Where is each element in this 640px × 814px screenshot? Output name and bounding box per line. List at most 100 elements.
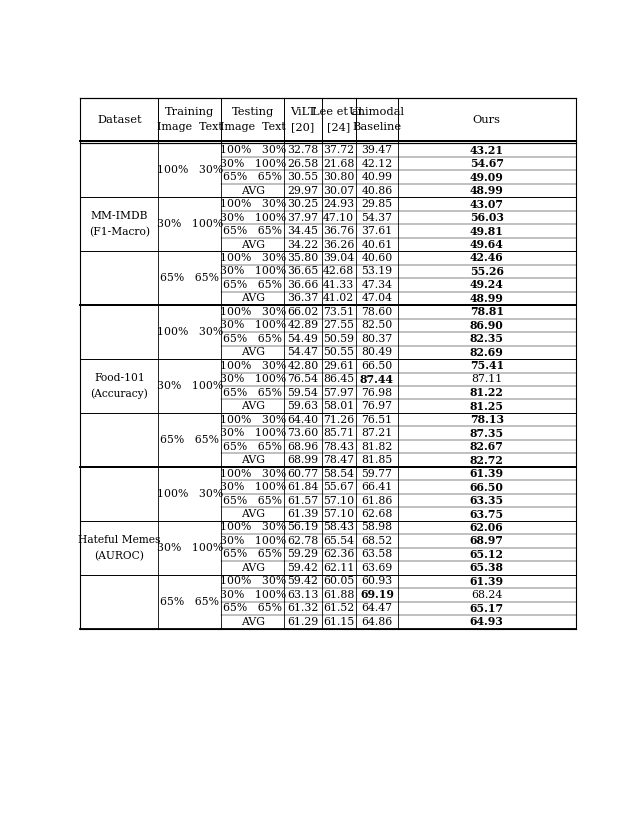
Text: 64.47: 64.47 bbox=[362, 603, 392, 614]
Text: 86.90: 86.90 bbox=[470, 320, 504, 330]
Text: 59.29: 59.29 bbox=[287, 549, 319, 559]
Text: 61.86: 61.86 bbox=[361, 496, 392, 505]
Text: 63.35: 63.35 bbox=[470, 495, 504, 506]
Text: 59.77: 59.77 bbox=[362, 469, 392, 479]
Text: 42.80: 42.80 bbox=[287, 361, 319, 371]
Text: 61.57: 61.57 bbox=[287, 496, 319, 505]
Text: 82.67: 82.67 bbox=[470, 441, 504, 452]
Text: 49.24: 49.24 bbox=[470, 279, 504, 291]
Text: 37.72: 37.72 bbox=[323, 145, 354, 155]
Text: 78.13: 78.13 bbox=[470, 414, 504, 425]
Text: 65.54: 65.54 bbox=[323, 536, 354, 546]
Text: 62.36: 62.36 bbox=[323, 549, 355, 559]
Text: 61.52: 61.52 bbox=[323, 603, 355, 614]
Text: 100%   30%: 100% 30% bbox=[220, 523, 286, 532]
Text: 73.60: 73.60 bbox=[287, 428, 319, 438]
Text: 59.54: 59.54 bbox=[287, 387, 318, 398]
Text: 30%   100%: 30% 100% bbox=[220, 590, 286, 600]
Text: 43.21: 43.21 bbox=[470, 145, 504, 155]
Text: 76.97: 76.97 bbox=[362, 401, 392, 411]
Text: 86.45: 86.45 bbox=[323, 374, 354, 384]
Text: 30%   100%: 30% 100% bbox=[220, 266, 286, 277]
Text: 87.21: 87.21 bbox=[361, 428, 392, 438]
Text: 62.06: 62.06 bbox=[470, 522, 504, 533]
Text: 61.39: 61.39 bbox=[470, 468, 504, 479]
Text: MM-IMDB: MM-IMDB bbox=[91, 211, 148, 221]
Text: 30%   100%: 30% 100% bbox=[220, 374, 286, 384]
Text: 65%   65%: 65% 65% bbox=[161, 274, 220, 283]
Text: 54.67: 54.67 bbox=[470, 158, 504, 169]
Text: 30.25: 30.25 bbox=[287, 199, 319, 209]
Text: 27.55: 27.55 bbox=[323, 321, 354, 330]
Text: 30%   100%: 30% 100% bbox=[220, 482, 286, 492]
Text: 47.10: 47.10 bbox=[323, 212, 354, 222]
Text: 54.49: 54.49 bbox=[287, 334, 318, 344]
Text: 65%   65%: 65% 65% bbox=[223, 280, 282, 290]
Text: Training: Training bbox=[165, 107, 214, 117]
Text: 68.99: 68.99 bbox=[287, 455, 319, 465]
Text: 82.35: 82.35 bbox=[470, 334, 504, 344]
Text: 65%   65%: 65% 65% bbox=[223, 172, 282, 182]
Text: 81.82: 81.82 bbox=[361, 442, 392, 452]
Text: 78.60: 78.60 bbox=[361, 307, 392, 317]
Text: Image  Text: Image Text bbox=[220, 122, 285, 132]
Text: (Accuracy): (Accuracy) bbox=[90, 389, 148, 400]
Text: 47.34: 47.34 bbox=[362, 280, 392, 290]
Text: 65%   65%: 65% 65% bbox=[223, 226, 282, 236]
Text: 75.41: 75.41 bbox=[470, 361, 504, 371]
Text: 30%   100%: 30% 100% bbox=[220, 321, 286, 330]
Text: 100%   30%: 100% 30% bbox=[220, 469, 286, 479]
Text: 26.58: 26.58 bbox=[287, 159, 319, 168]
Text: 66.50: 66.50 bbox=[361, 361, 392, 371]
Text: 61.15: 61.15 bbox=[323, 617, 355, 627]
Text: 65.17: 65.17 bbox=[470, 603, 504, 614]
Text: 58.54: 58.54 bbox=[323, 469, 354, 479]
Text: 48.99: 48.99 bbox=[470, 293, 504, 304]
Text: 54.37: 54.37 bbox=[362, 212, 392, 222]
Text: 40.60: 40.60 bbox=[361, 253, 392, 263]
Text: [24]: [24] bbox=[327, 122, 350, 132]
Text: 34.45: 34.45 bbox=[287, 226, 319, 236]
Text: 100%   30%: 100% 30% bbox=[220, 199, 286, 209]
Text: 76.54: 76.54 bbox=[287, 374, 319, 384]
Text: 55.67: 55.67 bbox=[323, 482, 354, 492]
Text: 61.32: 61.32 bbox=[287, 603, 319, 614]
Text: 29.97: 29.97 bbox=[287, 186, 319, 195]
Text: 35.80: 35.80 bbox=[287, 253, 319, 263]
Text: 87.11: 87.11 bbox=[471, 374, 502, 384]
Text: 61.39: 61.39 bbox=[287, 509, 319, 519]
Text: 30%   100%: 30% 100% bbox=[157, 219, 223, 230]
Text: 42.12: 42.12 bbox=[361, 159, 392, 168]
Text: 65%   65%: 65% 65% bbox=[223, 603, 282, 614]
Text: 62.78: 62.78 bbox=[287, 536, 319, 546]
Text: 66.50: 66.50 bbox=[470, 482, 504, 492]
Text: 57.97: 57.97 bbox=[323, 387, 354, 398]
Text: 30%   100%: 30% 100% bbox=[220, 428, 286, 438]
Text: 61.88: 61.88 bbox=[323, 590, 355, 600]
Text: 100%   30%: 100% 30% bbox=[220, 307, 286, 317]
Text: 36.76: 36.76 bbox=[323, 226, 355, 236]
Text: 42.46: 42.46 bbox=[470, 252, 504, 264]
Text: Unimodal: Unimodal bbox=[349, 107, 405, 117]
Text: 40.61: 40.61 bbox=[361, 239, 392, 250]
Text: Testing: Testing bbox=[232, 107, 274, 117]
Text: 65%   65%: 65% 65% bbox=[223, 549, 282, 559]
Text: 81.85: 81.85 bbox=[361, 455, 392, 465]
Text: AVG: AVG bbox=[241, 617, 265, 627]
Text: 60.93: 60.93 bbox=[361, 576, 392, 586]
Text: 30%   100%: 30% 100% bbox=[157, 381, 223, 391]
Text: 55.26: 55.26 bbox=[470, 266, 504, 277]
Text: 37.61: 37.61 bbox=[361, 226, 392, 236]
Text: 36.26: 36.26 bbox=[323, 239, 355, 250]
Text: 49.64: 49.64 bbox=[470, 239, 504, 250]
Text: Lee et al.: Lee et al. bbox=[312, 107, 365, 117]
Text: 36.37: 36.37 bbox=[287, 293, 319, 304]
Text: 50.59: 50.59 bbox=[323, 334, 354, 344]
Text: 64.40: 64.40 bbox=[287, 414, 319, 425]
Text: 54.47: 54.47 bbox=[287, 348, 318, 357]
Text: 100%   30%: 100% 30% bbox=[220, 361, 286, 371]
Text: 47.04: 47.04 bbox=[362, 293, 392, 304]
Text: Ours: Ours bbox=[473, 115, 500, 125]
Text: 78.43: 78.43 bbox=[323, 442, 354, 452]
Text: 61.39: 61.39 bbox=[470, 575, 504, 587]
